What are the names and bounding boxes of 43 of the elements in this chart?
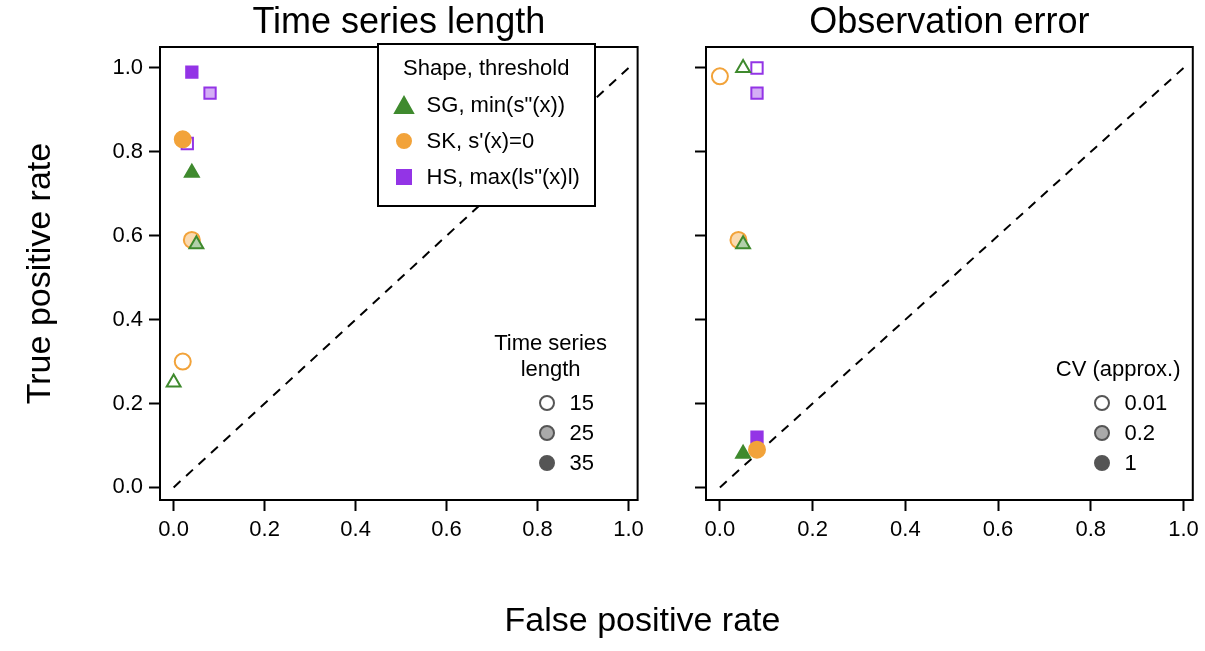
y-tick-label: 0.4	[112, 305, 143, 331]
point	[188, 235, 205, 250]
annotation: 1	[1124, 450, 1137, 476]
legend-label: HS, max(ls"(x)l)	[426, 164, 580, 190]
x-tick-label: 0.2	[797, 516, 828, 542]
annotation: 0.01	[1124, 390, 1168, 416]
x-tick-label: 0.0	[158, 516, 189, 542]
x-axis-title: False positive rate	[503, 600, 782, 639]
x-tick-label: 0.2	[249, 516, 280, 542]
point	[735, 235, 752, 250]
point	[750, 86, 764, 100]
point	[183, 163, 200, 178]
legend-label: SG, min(s"(x))	[426, 92, 566, 118]
annotation: 35	[569, 450, 595, 476]
annotation: Time series length	[493, 330, 609, 382]
x-tick-label: 1.0	[1168, 516, 1199, 542]
annotation: 0.2	[1124, 420, 1156, 446]
chart-title: Time series length	[251, 0, 547, 42]
chart-title: Observation error	[808, 0, 1091, 42]
legend-label: SK, s'(x)=0	[426, 128, 535, 154]
y-tick-label: 0.6	[112, 221, 143, 247]
point	[748, 440, 766, 459]
y-tick-label: 1.0	[112, 54, 143, 80]
annotation: 15	[569, 390, 595, 416]
y-axis-title: True positive rate	[18, 142, 58, 405]
y-tick-label: 0.0	[112, 473, 143, 499]
annotation: CV (approx.)	[1055, 356, 1181, 382]
point	[203, 86, 217, 100]
x-tick-label: 0.6	[431, 516, 462, 542]
x-tick-label: 0.8	[1075, 516, 1107, 542]
annotation: 25	[569, 420, 595, 446]
x-tick-label: 0.4	[890, 516, 921, 542]
point	[185, 65, 199, 79]
point	[173, 130, 192, 149]
x-tick-label: 0.0	[704, 516, 736, 542]
x-tick-label: 0.8	[522, 516, 553, 542]
x-tick-label: 0.4	[340, 516, 371, 542]
y-tick-label: 0.2	[112, 389, 143, 415]
legend-title: Shape, threshold	[402, 55, 571, 81]
x-tick-label: 1.0	[613, 516, 644, 542]
x-tick-label: 0.6	[982, 516, 1014, 542]
y-tick-label: 0.8	[112, 137, 143, 163]
point	[735, 444, 752, 459]
